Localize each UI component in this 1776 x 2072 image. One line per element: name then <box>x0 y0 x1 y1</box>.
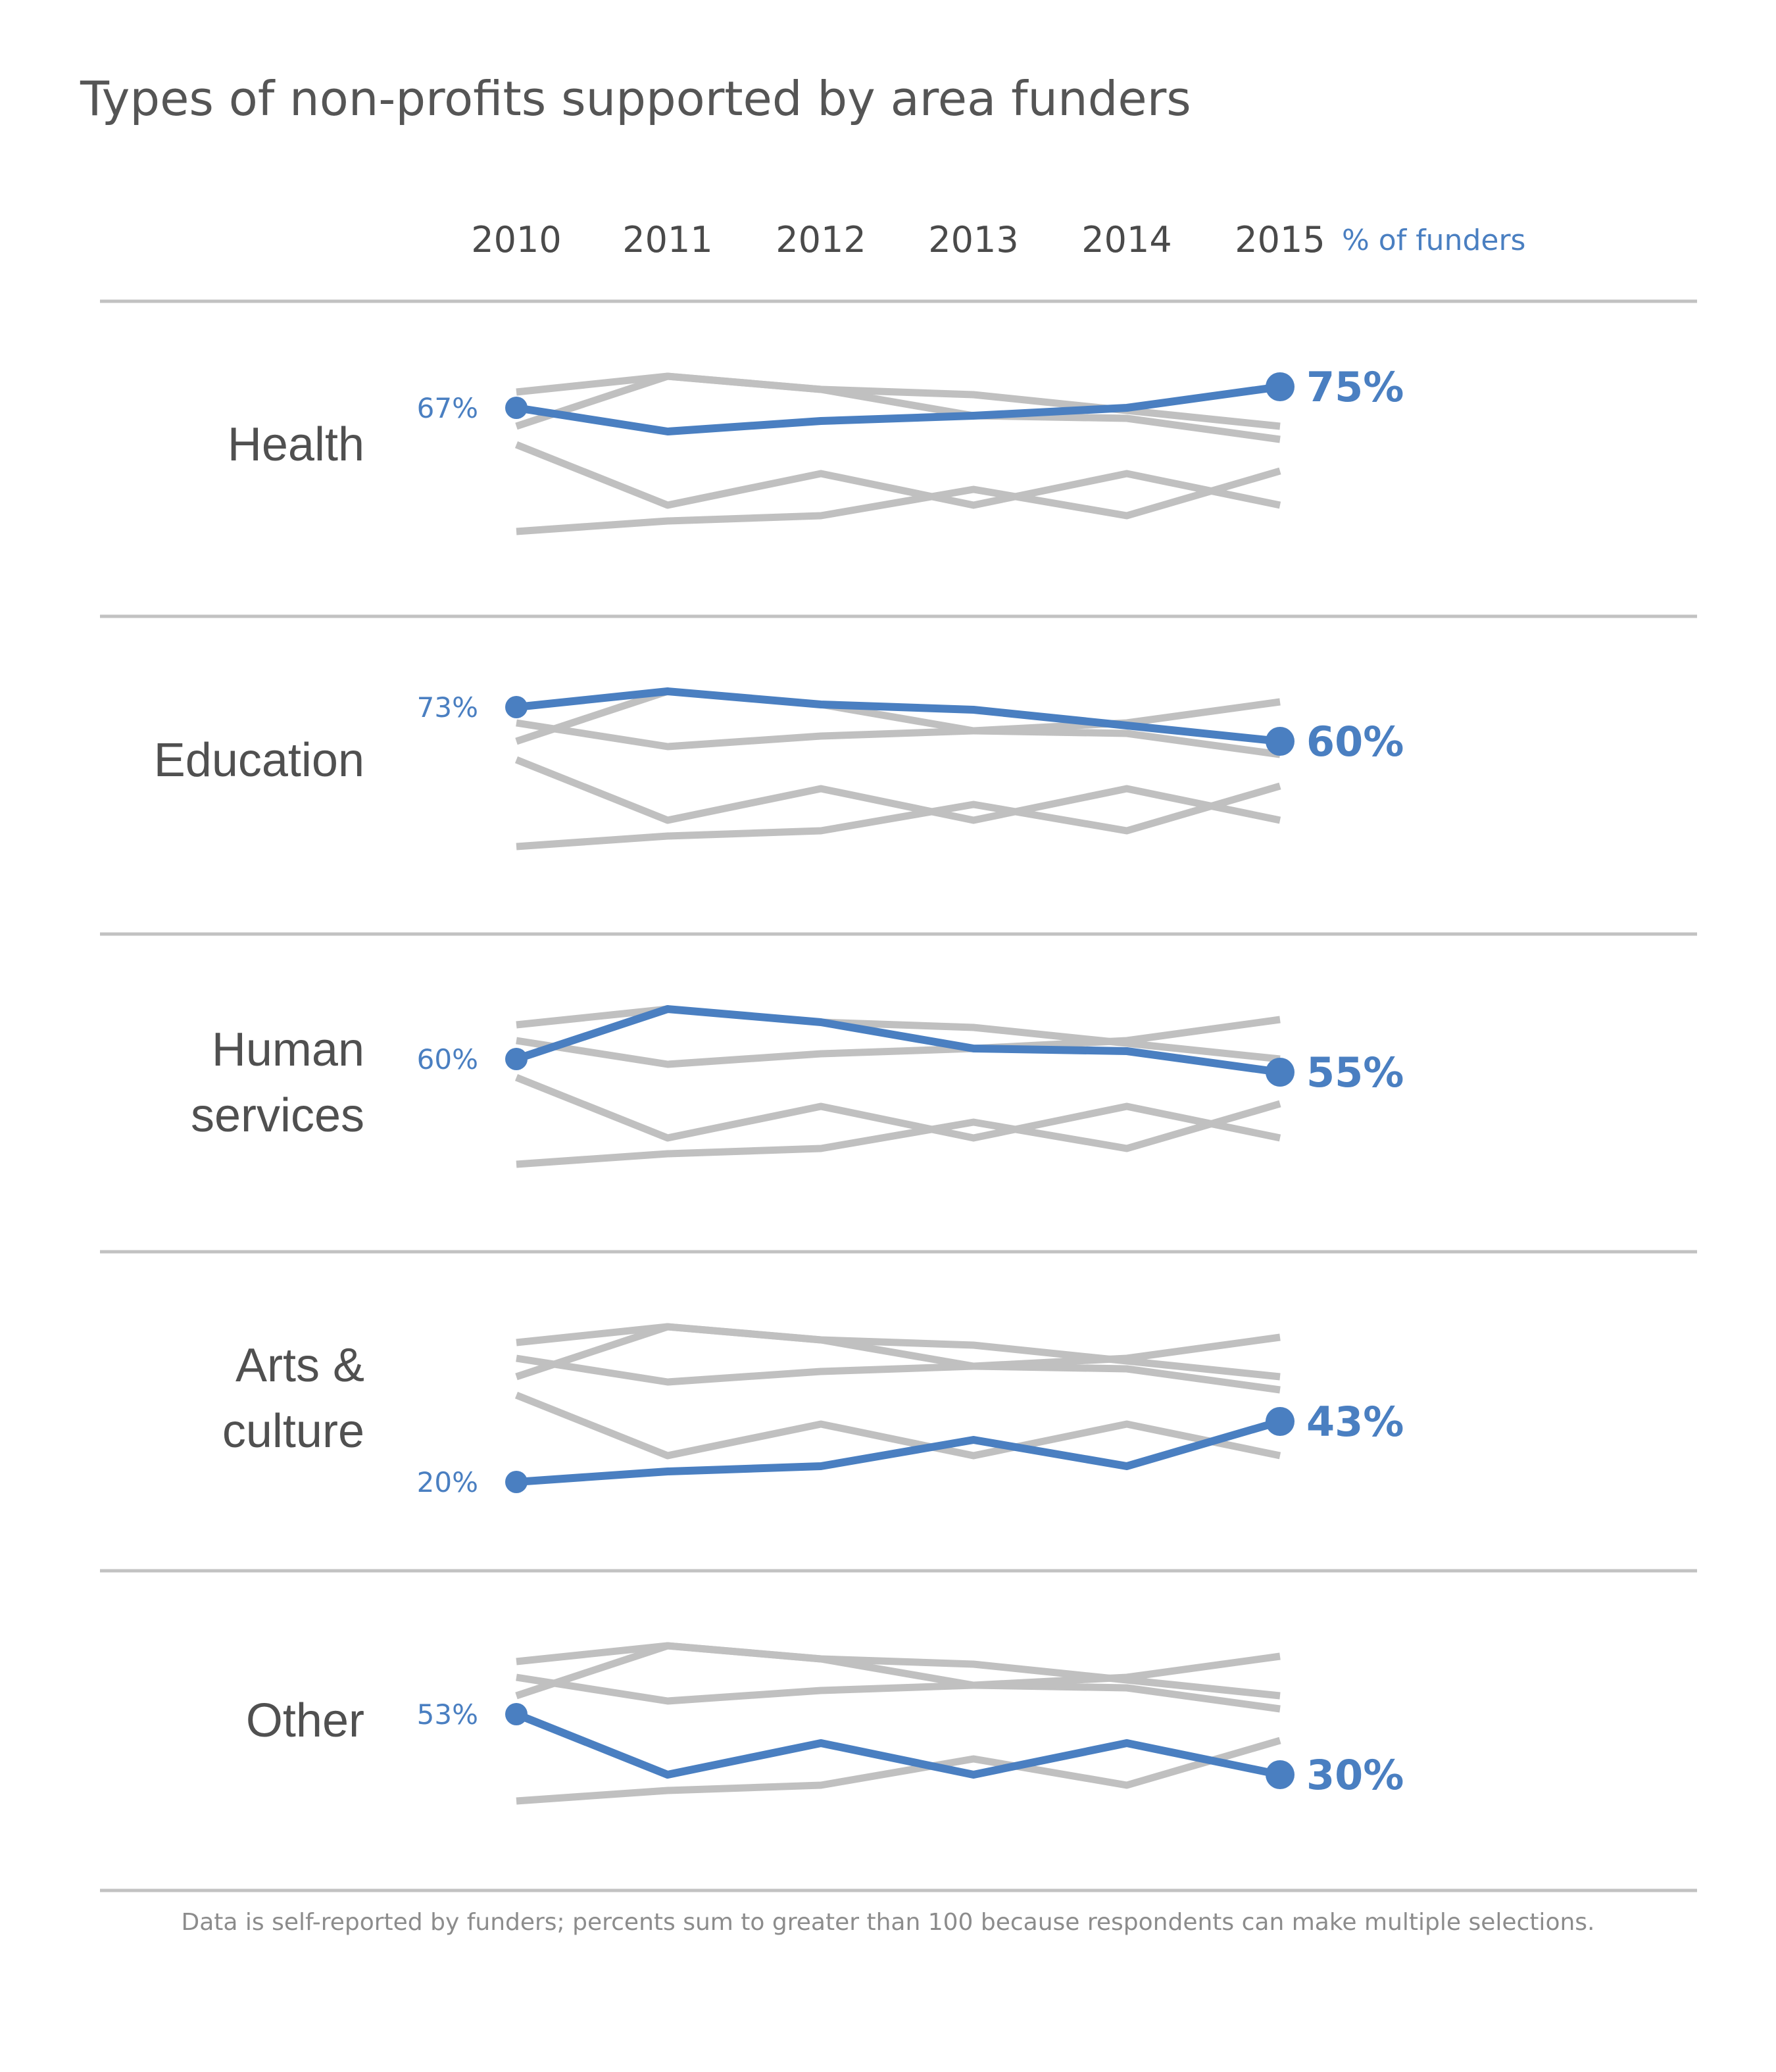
context-line <box>514 1073 1281 1142</box>
x-tick-label: 2012 <box>776 219 866 260</box>
end-point <box>1266 1407 1295 1436</box>
x-tick-label: 2011 <box>622 219 712 260</box>
context-line <box>516 1652 1281 1705</box>
end-point <box>1266 372 1295 401</box>
end-value-label: 60% <box>1306 718 1404 766</box>
context-line <box>515 1642 1281 1713</box>
category-label-line: culture <box>222 1405 364 1458</box>
context-line <box>516 782 1281 851</box>
context-line <box>515 372 1281 443</box>
start-value-label: 53% <box>417 1698 478 1731</box>
end-value-label: 75% <box>1306 363 1404 411</box>
category-label: Other <box>246 1694 364 1747</box>
x-tick-label: 2010 <box>471 219 561 260</box>
context-line <box>515 687 1281 758</box>
context-line <box>516 1333 1281 1386</box>
panel: 20% 43% Arts & culture <box>222 1323 1404 1498</box>
footnote: Data is self-reported by funders; percen… <box>182 1909 1595 1936</box>
category-label: Education <box>154 734 364 787</box>
start-point <box>505 696 528 718</box>
start-point <box>505 1703 528 1725</box>
x-tick-label: 2015 <box>1235 219 1325 260</box>
end-point <box>1266 1760 1295 1789</box>
context-line <box>516 698 1281 751</box>
panel: 60% 55% Human services <box>191 1005 1404 1168</box>
x-tick-label: 2014 <box>1081 219 1172 260</box>
panel: 53% 30% Other <box>246 1642 1404 1805</box>
end-value-label: 55% <box>1306 1048 1404 1097</box>
series-line <box>512 1710 1284 1779</box>
context-line <box>516 1016 1281 1068</box>
category-label: Human services <box>191 1024 364 1142</box>
start-value-label: 60% <box>417 1043 478 1075</box>
start-value-label: 73% <box>417 691 478 724</box>
chart-title: Types of non-profits supported by area f… <box>80 71 1191 126</box>
start-value-label: 67% <box>417 392 478 424</box>
series-line <box>512 1005 1284 1076</box>
context-line <box>514 756 1281 824</box>
units-label: % of funders <box>1342 224 1525 257</box>
category-label-line: Human <box>212 1024 364 1076</box>
series-line <box>512 383 1284 435</box>
context-line <box>516 467 1281 535</box>
end-point <box>1266 727 1295 756</box>
end-value-label: 30% <box>1306 1751 1404 1799</box>
start-value-label: 20% <box>417 1466 478 1498</box>
category-label: Health <box>228 418 364 471</box>
series-line <box>512 687 1284 745</box>
x-axis-labels: 2010 2011 2012 2013 2014 2015 <box>471 219 1325 260</box>
context-line <box>515 1323 1281 1394</box>
category-label-line: services <box>191 1089 364 1142</box>
context-line <box>516 1737 1281 1805</box>
context-line <box>516 1323 1281 1381</box>
context-line <box>514 441 1281 509</box>
panel: 67% 75% Health <box>228 363 1404 535</box>
panel: 73% 60% Education <box>154 687 1404 851</box>
category-label: Arts & culture <box>222 1339 364 1458</box>
context-line <box>516 372 1281 430</box>
start-point <box>505 1048 528 1070</box>
context-line <box>516 1642 1281 1700</box>
end-point <box>1266 1058 1295 1087</box>
context-line <box>516 1005 1281 1063</box>
x-tick-label: 2013 <box>928 219 1018 260</box>
panel-dividers <box>100 299 1697 1892</box>
end-value-label: 43% <box>1306 1398 1404 1446</box>
start-point <box>505 397 528 419</box>
category-label-line: Arts & <box>235 1339 364 1392</box>
context-line <box>514 1391 1281 1460</box>
panels: 67% 75% Health 73% 60% Education 60% 55% Human se… <box>154 363 1404 1805</box>
context-line <box>516 1100 1281 1168</box>
start-point <box>505 1471 528 1493</box>
series-line <box>512 1418 1284 1486</box>
